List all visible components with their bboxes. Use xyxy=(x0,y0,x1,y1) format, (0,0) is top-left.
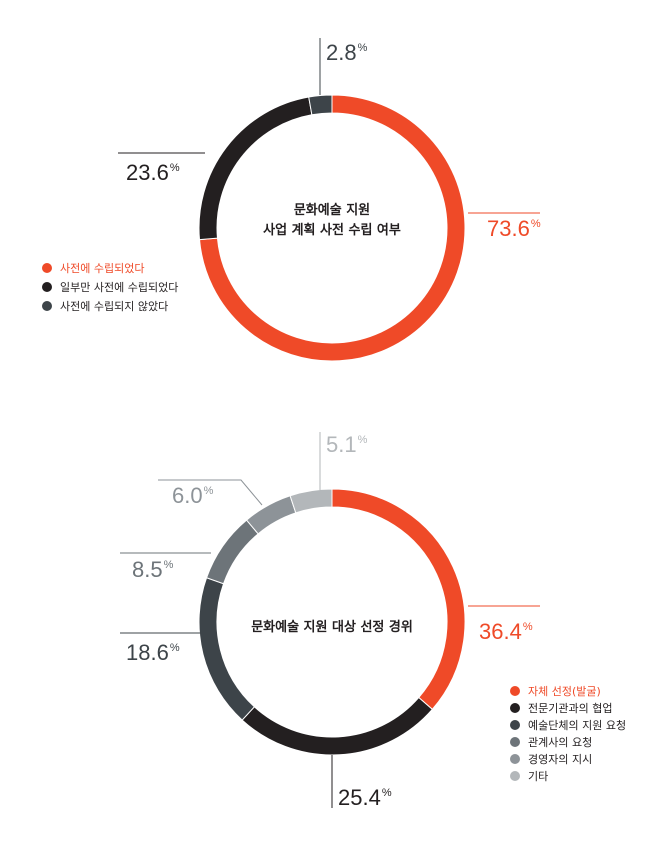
legend-swatch xyxy=(42,263,52,273)
chart-title-line: 문화예술 지원 xyxy=(294,202,370,218)
slice-6 xyxy=(289,488,333,514)
slice-3 xyxy=(308,94,333,116)
slice-1 xyxy=(198,94,466,362)
callout-3: 2.8% xyxy=(319,38,368,95)
legend-swatch xyxy=(510,703,520,713)
data-label: 73.6% xyxy=(487,216,541,241)
slice-1 xyxy=(331,488,466,711)
slice-5 xyxy=(245,495,297,535)
chart-title-line: 사업 계획 사전 수립 여부 xyxy=(263,222,401,238)
data-label-unit: % xyxy=(204,485,214,497)
callout-4: 8.5% xyxy=(120,552,211,582)
data-label-unit: % xyxy=(382,787,392,799)
legend-label: 사전에 수립되었다 xyxy=(60,262,144,275)
legend-item: 사전에 수립되지 않았다 xyxy=(42,300,168,313)
legend-label: 자체 선정(발굴) xyxy=(528,685,601,698)
legend-label: 전문기관과의 협업 xyxy=(528,702,612,715)
data-label-unit: % xyxy=(358,42,368,54)
legend-item: 기타 xyxy=(510,770,548,783)
legend-label: 예술단체의 지원 요청 xyxy=(528,719,626,732)
data-label-unit: % xyxy=(164,559,174,571)
legend-item: 경영자의 지시 xyxy=(510,753,592,766)
data-label-value: 25.4 xyxy=(338,785,381,810)
data-label-value: 73.6 xyxy=(487,216,530,241)
callout-5: 6.0% xyxy=(158,479,263,508)
data-label-value: 36.4 xyxy=(479,619,522,644)
legend-swatch xyxy=(510,686,520,696)
data-label-value: 18.6 xyxy=(126,640,169,665)
slice-4 xyxy=(205,519,259,585)
data-label: 5.1% xyxy=(326,432,368,457)
data-label-unit: % xyxy=(170,162,180,174)
legend-item: 관계사의 요청 xyxy=(510,736,592,749)
legend-label: 경영자의 지시 xyxy=(528,753,592,766)
legend-item: 사전에 수립되었다 xyxy=(42,262,144,275)
legend-swatch xyxy=(510,754,520,764)
legend-item: 자체 선정(발굴) xyxy=(510,685,601,698)
legend-label: 기타 xyxy=(528,770,548,783)
slice-3 xyxy=(198,577,256,721)
callout-2: 23.6% xyxy=(118,152,205,185)
data-label-value: 2.8 xyxy=(326,40,357,65)
slice-2 xyxy=(198,96,313,241)
legend-swatch xyxy=(42,301,52,311)
slice-2 xyxy=(241,696,434,756)
donut-chart-2: 문화예술 지원 대상 선정 경위 36.4%25.4%18.6%8.5%6.0%5… xyxy=(120,432,626,810)
data-label-value: 6.0 xyxy=(172,483,203,508)
callout-6: 5.1% xyxy=(319,432,368,490)
data-label-value: 8.5 xyxy=(132,557,163,582)
legend-swatch xyxy=(510,737,520,747)
legend-item: 일부만 사전에 수립되었다 xyxy=(42,280,178,294)
callout-3: 18.6% xyxy=(120,632,200,665)
data-label-unit: % xyxy=(523,621,533,633)
data-label: 6.0% xyxy=(172,483,214,508)
data-label-value: 5.1 xyxy=(326,432,357,457)
data-label: 23.6% xyxy=(126,160,180,185)
legend-item: 예술단체의 지원 요청 xyxy=(510,719,626,732)
callout-1: 73.6% xyxy=(468,212,541,241)
callout-1: 36.4% xyxy=(468,605,540,644)
data-label-unit: % xyxy=(358,434,368,446)
legend-label: 일부만 사전에 수립되었다 xyxy=(60,280,178,294)
legend-label: 관계사의 요청 xyxy=(528,736,592,749)
data-label-unit: % xyxy=(170,642,180,654)
data-label: 18.6% xyxy=(126,640,180,665)
legend-label: 사전에 수립되지 않았다 xyxy=(60,300,168,313)
data-label-unit: % xyxy=(531,218,541,230)
data-label: 2.8% xyxy=(326,40,368,65)
leader-line xyxy=(158,479,263,506)
chart-title-line: 문화예술 지원 대상 선정 경위 xyxy=(251,619,413,635)
data-label: 25.4% xyxy=(338,785,392,810)
legend-swatch xyxy=(510,720,520,730)
legend-swatch xyxy=(42,282,52,292)
callout-2: 25.4% xyxy=(331,755,392,810)
data-label: 36.4% xyxy=(479,619,533,644)
legend-item: 전문기관과의 협업 xyxy=(510,702,612,715)
data-label: 8.5% xyxy=(132,557,174,582)
legend-swatch xyxy=(510,771,520,781)
data-label-value: 23.6 xyxy=(126,160,169,185)
